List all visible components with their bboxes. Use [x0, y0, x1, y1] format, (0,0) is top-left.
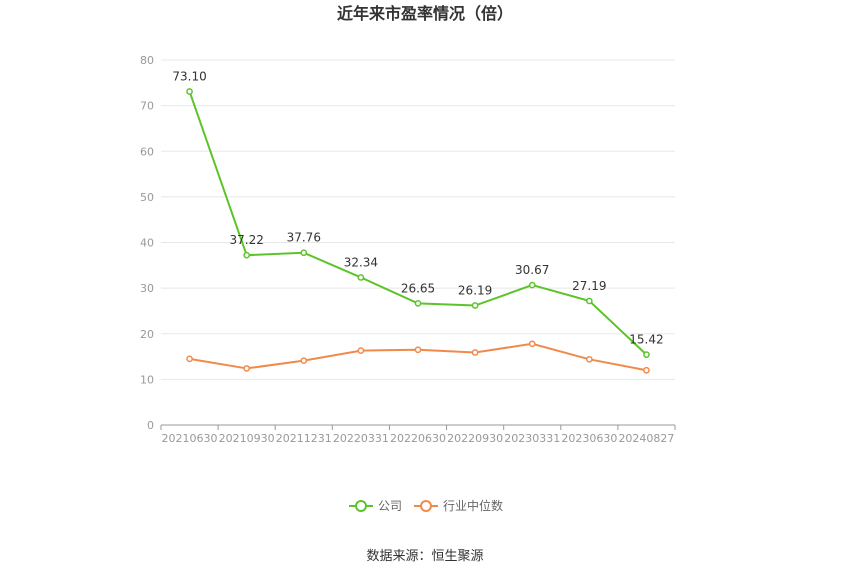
x-tick-label: 20230630: [561, 432, 617, 445]
legend-item-industry-median[interactable]: 行业中位数: [414, 498, 503, 513]
data-point-industry-median[interactable]: [357, 347, 365, 354]
x-axis: 20210630 20210930 20211231 20220331 20220630…: [160, 424, 676, 445]
legend[interactable]: 公司 行业中位数: [349, 498, 503, 513]
data-point-industry-median[interactable]: [471, 349, 479, 356]
data-point-company[interactable]: [585, 297, 593, 305]
legend-marker-industry-median: [420, 500, 432, 512]
data-point-industry-median[interactable]: [643, 366, 650, 374]
y-axis: 0 10 20 30 40 50 60 70 80: [140, 54, 154, 432]
data-label: 73.10: [172, 69, 206, 83]
data-label: 37.76: [287, 231, 321, 245]
data-point-company[interactable]: [186, 88, 193, 95]
data-label: 26.19: [458, 284, 492, 298]
data-point-industry-median[interactable]: [414, 346, 422, 354]
data-label: 27.19: [572, 279, 606, 293]
x-tick-label: 20210630: [162, 432, 218, 445]
data-label: 37.22: [229, 233, 263, 247]
data-point-industry-median[interactable]: [300, 357, 308, 365]
x-tick-label: 20220930: [447, 432, 503, 445]
y-tick-label: 30: [140, 282, 154, 295]
data-point-company[interactable]: [471, 302, 479, 309]
data-point-company[interactable]: [528, 281, 536, 289]
legend-label-company: 公司: [378, 499, 402, 513]
data-label: 26.65: [401, 281, 435, 295]
chart-title: 近年来市盈率情况（倍）: [337, 4, 513, 23]
data-point-industry-median[interactable]: [528, 340, 536, 348]
legend-item-company[interactable]: 公司: [349, 499, 402, 513]
x-tick-label: 20240827: [618, 432, 674, 445]
data-point-company[interactable]: [300, 249, 308, 257]
data-point-company[interactable]: [357, 274, 365, 281]
y-tick-label: 60: [140, 145, 154, 158]
y-tick-label: 70: [140, 100, 154, 113]
y-tick-label: 80: [140, 54, 154, 67]
y-tick-label: 40: [140, 237, 154, 250]
data-point-industry-median[interactable]: [243, 365, 251, 372]
data-label: 32.34: [344, 255, 378, 269]
y-tick-label: 10: [140, 373, 154, 386]
data-point-company[interactable]: [643, 351, 650, 358]
x-tick-label: 20211231: [276, 432, 332, 445]
y-tick-label: 0: [147, 419, 154, 432]
legend-marker-company: [355, 500, 367, 512]
data-source: 数据来源：恒生聚源: [366, 549, 483, 564]
gridlines: [161, 59, 675, 380]
data-label: 15.42: [629, 333, 663, 347]
x-tick-label: 20220331: [333, 432, 389, 445]
data-point-industry-median[interactable]: [585, 355, 593, 363]
series-line-company: [188, 91, 648, 356]
data-point-industry-median[interactable]: [186, 355, 193, 363]
legend-label-industry-median: 行业中位数: [443, 498, 503, 513]
x-tick-label: 20210930: [219, 432, 275, 445]
y-tick-label: 20: [140, 328, 154, 341]
data-point-company[interactable]: [243, 251, 251, 259]
data-label: 30.67: [515, 263, 549, 277]
data-point-company[interactable]: [414, 300, 422, 307]
x-tick-label: 20220630: [390, 432, 446, 445]
series-group: 73.10 37.22 37.76 32.34 26.65 26.19 30.67 27.19…: [172, 69, 664, 374]
x-tick-label: 20230331: [504, 432, 560, 445]
y-tick-label: 50: [140, 191, 154, 204]
